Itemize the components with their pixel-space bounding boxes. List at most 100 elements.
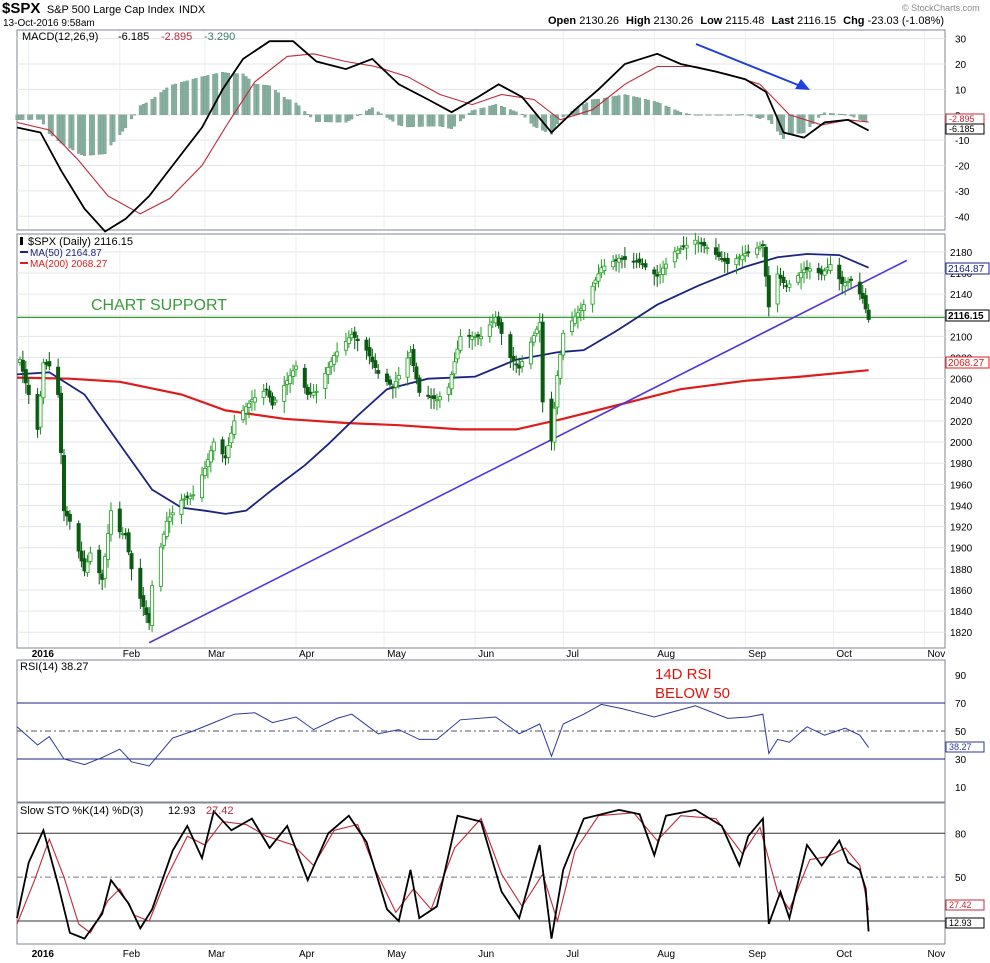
macd-histogram-bar: [473, 109, 477, 115]
price-legend-ma50: MA(50) 2164.87: [30, 248, 102, 259]
candle-body: [796, 275, 801, 283]
candle-body: [558, 353, 563, 379]
candle-body: [531, 335, 536, 343]
x-axis-label: Aug: [657, 949, 675, 960]
candle-body: [743, 253, 748, 257]
ma50-line: [16, 253, 869, 515]
ma50-tag: 2164.87: [948, 264, 985, 275]
price-tick-label: 1900: [950, 544, 973, 555]
macd-histogram-bar: [432, 114, 436, 127]
macd-histogram-bar: [699, 114, 703, 116]
macd-histogram-bar: [673, 109, 677, 115]
candle-body: [346, 337, 351, 345]
macd-histogram-bar: [852, 114, 856, 118]
macd-histogram-bar: [861, 114, 865, 121]
candle-body: [581, 304, 586, 311]
trend-line: [148, 259, 908, 644]
macd-histogram-bar: [268, 85, 272, 115]
candle-body: [763, 246, 768, 277]
macd-histogram-bar: [735, 114, 738, 116]
macd-histogram-bar: [708, 114, 712, 116]
macd-histogram-bar: [799, 114, 803, 134]
macd-histogram-bar: [232, 73, 236, 115]
macd-histogram-bar: [605, 97, 609, 115]
macd-histogram-bar: [88, 114, 92, 156]
macd-histogram-bar: [626, 95, 630, 115]
macd-histogram-bar: [56, 114, 60, 141]
rsi-tag: 38.27: [949, 742, 972, 752]
candle-body: [396, 375, 401, 380]
macd-panel-frame: [16, 29, 946, 231]
sto-panel: 805020 Slow STO %K(14) %D(3) 12.93 27.42…: [16, 802, 985, 960]
x-axis-label: Sep: [748, 649, 766, 660]
macd-histogram-bar: [388, 114, 392, 120]
candle-body: [367, 346, 372, 357]
sto-levels: [17, 832, 945, 922]
macd-histogram-bar: [288, 99, 292, 115]
candle-body: [311, 392, 316, 396]
candle-body: [593, 279, 598, 284]
candle-body: [843, 282, 848, 287]
macd-histogram-bar: [840, 114, 844, 116]
macd-histogram-bar: [235, 73, 239, 115]
macd-histogram-bar: [203, 75, 207, 115]
candle-body: [740, 254, 745, 261]
macd-histogram-bar: [552, 114, 556, 130]
macd-histogram-bar: [664, 105, 668, 115]
rsi-line: [16, 703, 870, 767]
macd-histogram-bar: [447, 114, 451, 129]
price-panel-frame: [16, 233, 946, 649]
candle-body: [314, 390, 319, 393]
macd-histogram-bar: [770, 114, 774, 124]
candle-body: [411, 349, 416, 367]
macd-histogram-bar: [811, 114, 815, 124]
macd-histogram-bar: [837, 113, 841, 115]
candle-body: [364, 339, 369, 351]
candle-body: [590, 285, 595, 305]
candle-body: [182, 498, 187, 501]
macd-histogram-bar: [315, 114, 318, 122]
macd-histogram-bar: [141, 104, 145, 115]
candle-body: [246, 402, 251, 408]
price-gridlines: [17, 235, 945, 647]
high-label: High: [626, 15, 651, 27]
price-legend-ma200: MA(200) 2068.27: [30, 259, 108, 270]
candle-body: [458, 336, 463, 351]
candle-body: [326, 367, 331, 375]
candle-body: [760, 244, 765, 246]
candle-body: [226, 445, 231, 458]
macd-histogram-bar: [109, 114, 113, 146]
macd-histogram-bar: [100, 114, 104, 155]
macd-histogram-bar: [617, 95, 621, 115]
candle-body: [108, 510, 113, 535]
rsi-tick-label: 30: [955, 755, 967, 766]
macd-histogram-bar: [646, 99, 650, 115]
macd-histogram-bar: [221, 72, 225, 115]
macd-histogram-bar: [823, 112, 827, 115]
rsi-levels: [17, 702, 945, 760]
macd-trend-arrow: [695, 43, 810, 90]
candle-body: [64, 510, 69, 517]
macd-histogram-bar: [696, 114, 700, 116]
candle-body: [846, 281, 851, 283]
macd-histogram-bar: [714, 114, 718, 116]
candle-body: [76, 523, 81, 552]
candle-body: [373, 360, 378, 368]
open-value: 2130.26: [579, 15, 619, 27]
candle-body: [487, 324, 492, 337]
macd-histogram-bar: [503, 107, 506, 115]
candle-body: [41, 362, 46, 399]
macd-histogram-bar: [412, 114, 415, 127]
macd-tick-label: -20: [955, 162, 970, 173]
candle-body: [757, 246, 762, 249]
ma200-tag-box: [945, 356, 990, 369]
legend-swatch-ma200: [20, 262, 28, 264]
ma200-tag: 2068.27: [948, 358, 985, 369]
candle-body: [79, 550, 84, 562]
macd-histogram-bar: [262, 84, 266, 115]
candle-body: [179, 499, 184, 515]
price-axis-labels: 2180216021402120210020802060204020202000…: [950, 248, 973, 639]
candle-body: [343, 340, 348, 351]
macd-histogram-bar: [726, 114, 730, 116]
macd-histogram-bar: [241, 73, 245, 115]
